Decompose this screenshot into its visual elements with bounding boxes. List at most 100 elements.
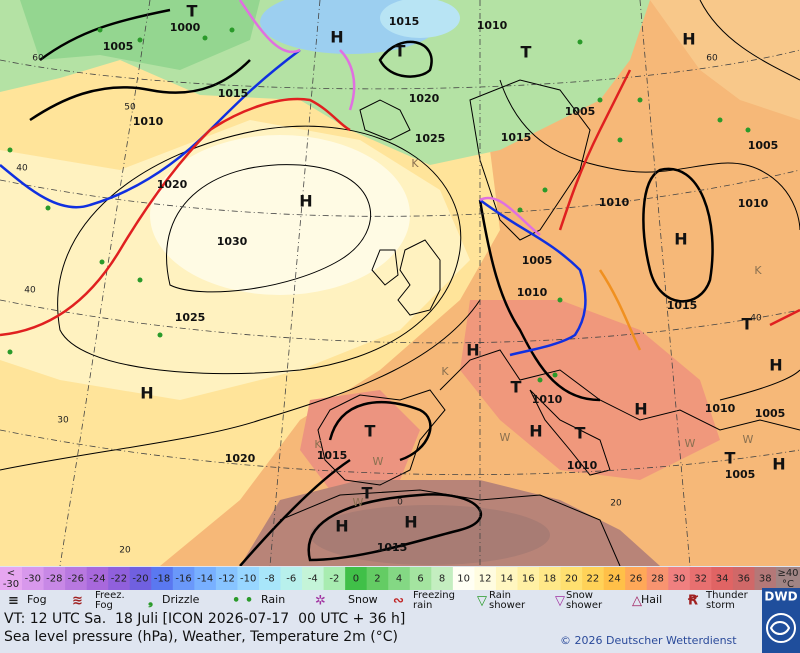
- scale-label: 10: [457, 574, 470, 585]
- pressure-center: H: [404, 513, 417, 532]
- scale-cell: [495, 567, 518, 590]
- graticule-label: 40: [16, 164, 28, 174]
- pressure-center: H: [335, 517, 348, 536]
- scale-label: 20: [565, 574, 578, 585]
- legend-label: Snow: [566, 590, 593, 601]
- scale-label: 18: [543, 574, 556, 585]
- scale-cell: [237, 567, 260, 590]
- scale-label: -22: [111, 574, 127, 585]
- weather-symbol: [137, 37, 143, 43]
- isobar-label: 1010: [532, 393, 563, 406]
- scale-cell: [646, 567, 669, 590]
- legend-icon: Ꞧ: [687, 594, 699, 609]
- legend-label: storm: [706, 600, 735, 611]
- legend-label: shower: [566, 600, 603, 611]
- weather-symbol: [99, 259, 105, 265]
- legend-icon: ▽: [555, 594, 565, 609]
- valid-time: VT: 12 UTC Sa. 18 Juli [ICON 2026-07-17 …: [4, 611, 405, 627]
- scale-label: -6: [286, 574, 296, 585]
- isobars: [0, 0, 800, 566]
- scale-label: 26: [630, 574, 643, 585]
- graticule-label: 20: [119, 546, 131, 556]
- pressure-center: T: [742, 315, 753, 334]
- scale-cell: [194, 567, 217, 590]
- pressure-center: T: [725, 449, 736, 468]
- legend-label: rain: [413, 600, 432, 611]
- legend-icon: ❟: [148, 594, 153, 609]
- weather-symbol: [157, 332, 163, 338]
- isobar-label: 1010: [517, 286, 548, 299]
- scale-label: -18: [154, 574, 170, 585]
- scale-label: -8: [265, 574, 275, 585]
- legend-label: Snow: [348, 593, 378, 606]
- isobar-label: 1015: [377, 541, 408, 554]
- pressure-center: H: [634, 400, 647, 419]
- legend-label: Freezing: [413, 590, 455, 601]
- pressure-center: H: [674, 230, 687, 249]
- dwd-logo-text: DWD: [764, 590, 797, 604]
- isobar-label: 1005: [748, 139, 779, 152]
- scale-cell: [65, 567, 87, 590]
- pressure-center: T: [511, 378, 522, 397]
- isobar-label: 1020: [225, 452, 256, 465]
- graticule-label: 30: [57, 416, 69, 426]
- scale-cell: [280, 567, 303, 590]
- graticule-label: 20: [610, 499, 622, 509]
- weather-symbol: [202, 35, 208, 41]
- weather-symbol: [597, 97, 603, 103]
- pressure-center: T: [362, 484, 373, 503]
- legend-label: Freez.: [95, 590, 125, 601]
- isobar-label: 1005: [565, 105, 596, 118]
- scale-label: ≥40: [777, 568, 798, 579]
- scale-cell: [711, 567, 734, 590]
- scale-label: 32: [694, 574, 707, 585]
- scale-label: -2: [329, 574, 339, 585]
- scale-cell: [0, 567, 22, 590]
- isobar-label: 1015: [501, 131, 532, 144]
- dwd-logo-wave: [769, 621, 791, 635]
- description: Sea level pressure (hPa), Weather, Tempe…: [4, 629, 398, 645]
- scale-label: -14: [197, 574, 213, 585]
- legend-icon: • •: [232, 594, 253, 609]
- legend-label: Fog: [27, 593, 47, 606]
- scale-label: 16: [522, 574, 535, 585]
- isobar-label: 1000: [170, 21, 201, 34]
- dwd-logo-emblem: [766, 613, 796, 643]
- isobar-label: 1025: [175, 311, 206, 324]
- weather-legend: ≡ Fog ≋ Freez.Fog ❟ Drizzle • • Rain ✲ Snow ∾ Freez…: [8, 590, 749, 611]
- scale-cell: [409, 567, 432, 590]
- weather-letter: W: [500, 431, 511, 444]
- isobar-label: 1010: [705, 402, 736, 415]
- isobar-label: 1005: [725, 468, 756, 481]
- scale-label: -16: [175, 574, 191, 585]
- isobar-label: 1030: [217, 235, 248, 248]
- weather-symbol: [517, 207, 523, 213]
- scale-cell: [43, 567, 66, 590]
- scale-label: 22: [587, 574, 600, 585]
- weather-symbol: [45, 205, 51, 211]
- isobar-label: 1010: [133, 115, 164, 128]
- scale-cell: [452, 567, 475, 590]
- scale-cell: [366, 567, 389, 590]
- graticule-label: 50: [124, 103, 136, 113]
- pressure-center: T: [575, 424, 586, 443]
- weather-symbol: [552, 372, 558, 378]
- isobar-label: 1005: [103, 40, 134, 53]
- legend-label: Rain: [261, 593, 285, 606]
- scale-cell: [431, 567, 454, 590]
- legend-label: Hail: [641, 593, 662, 606]
- scale-label: 4: [396, 574, 402, 585]
- weather-symbol: [745, 127, 751, 133]
- map: 1000 1005 1015 1010 1015 1010 1020 1025 1015 1005…: [0, 0, 800, 566]
- pressure-center: H: [140, 384, 153, 403]
- pressure-center: H: [330, 28, 343, 47]
- isobar-label: 1015: [218, 87, 249, 100]
- weather-letter: K: [411, 157, 419, 170]
- scale-label: 0: [353, 574, 359, 585]
- isobar-label: 1010: [477, 19, 508, 32]
- isobar-label: 1020: [157, 178, 188, 191]
- scale-label: -26: [68, 574, 84, 585]
- scale-label: 28: [651, 574, 664, 585]
- scale-cell: [474, 567, 497, 590]
